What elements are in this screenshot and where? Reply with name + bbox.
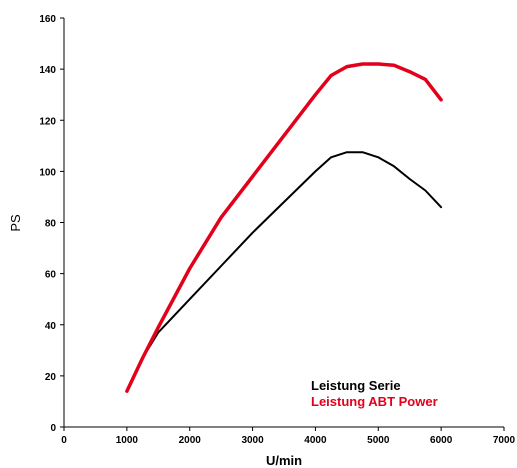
x-tick-label: 6000 [430, 435, 453, 446]
y-tick-label: 100 [39, 167, 56, 178]
x-tick-label: 5000 [367, 435, 390, 446]
x-axis-title: U/min [266, 453, 302, 468]
y-tick-label: 120 [39, 116, 56, 127]
y-ticks: 0 20 40 60 80 100 120 140 160 [39, 14, 64, 434]
x-tick-label: 0 [61, 435, 67, 446]
x-tick-label: 3000 [241, 435, 264, 446]
x-ticks: 0 1000 2000 3000 4000 5000 6000 7000 [61, 427, 516, 446]
y-axis-title: PS [8, 214, 23, 232]
y-tick-label: 0 [50, 423, 56, 434]
y-tick-label: 80 [45, 219, 57, 230]
x-tick-label: 7000 [493, 435, 516, 446]
y-axis: 0 20 40 60 80 100 120 140 160 [39, 14, 65, 434]
x-tick-label: 2000 [179, 435, 202, 446]
legend-entry-serie: Leistung Serie [311, 378, 401, 393]
x-tick-label: 4000 [304, 435, 327, 446]
y-tick-label: 160 [39, 14, 56, 25]
y-tick-label: 20 [45, 372, 57, 383]
legend-entry-abt-power: Leistung ABT Power [311, 394, 438, 409]
x-tick-label: 1000 [116, 435, 139, 446]
series-lines [125, 62, 443, 393]
legend: Leistung Serie Leistung ABT Power [311, 378, 438, 409]
y-tick-label: 140 [39, 65, 56, 76]
series-line-abt-power [125, 62, 443, 393]
series-line-serie [125, 151, 443, 393]
y-tick-label: 40 [45, 321, 57, 332]
y-tick-label: 60 [45, 270, 57, 281]
x-axis: 0 1000 2000 3000 4000 5000 6000 7000 [61, 426, 516, 446]
